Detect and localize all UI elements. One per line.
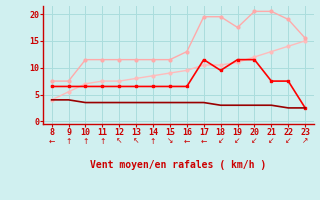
Text: ↑: ↑ [65,136,72,146]
Text: ↙: ↙ [218,136,224,146]
Text: ↑: ↑ [150,136,156,146]
Text: ↙: ↙ [285,136,292,146]
Text: ↙: ↙ [268,136,275,146]
Text: ↑: ↑ [99,136,106,146]
Text: Vent moyen/en rafales ( km/h ): Vent moyen/en rafales ( km/h ) [90,160,267,170]
Text: ↖: ↖ [133,136,139,146]
Text: ↗: ↗ [302,136,308,146]
Text: ↖: ↖ [116,136,123,146]
Text: ←: ← [201,136,207,146]
Text: ↙: ↙ [251,136,258,146]
Text: ↙: ↙ [234,136,241,146]
Text: ↘: ↘ [167,136,173,146]
Text: ←: ← [184,136,190,146]
Text: ↑: ↑ [82,136,89,146]
Text: ←: ← [48,136,55,146]
